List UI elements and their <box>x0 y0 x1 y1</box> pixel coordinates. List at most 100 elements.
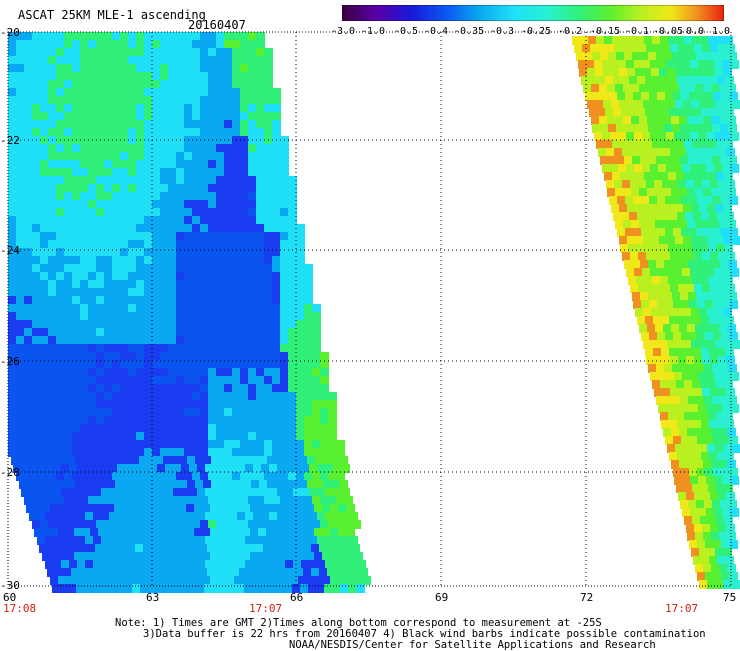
swath-cell <box>120 408 129 417</box>
swath-cell <box>352 520 361 529</box>
swath-cell <box>686 180 695 189</box>
swath-cell <box>64 144 73 153</box>
swath-cell <box>725 420 734 429</box>
swath-cell <box>728 156 737 165</box>
swath-cell <box>192 128 201 137</box>
swath-cell <box>109 512 118 521</box>
swath-cell <box>216 88 225 97</box>
swath-cell <box>112 248 121 257</box>
swath-cell <box>88 144 97 153</box>
swath-cell <box>40 384 49 393</box>
swath-cell <box>208 368 217 377</box>
swath-cell <box>88 232 97 241</box>
swath-cell <box>60 584 69 593</box>
swath-cell <box>680 260 689 269</box>
swath-cell <box>280 520 289 529</box>
swath-cell <box>325 488 334 497</box>
swath-cell <box>128 32 137 41</box>
swath-cell <box>160 496 169 505</box>
swath-cell <box>80 200 89 209</box>
swath-cell <box>104 240 113 249</box>
swath-cell <box>192 328 201 337</box>
swath-cell <box>686 252 695 261</box>
swath-cell <box>32 336 41 345</box>
swath-cell <box>312 328 321 337</box>
swath-cell <box>320 472 329 481</box>
swath-cell <box>223 568 232 577</box>
swath-cell <box>240 48 249 57</box>
swath-cell <box>144 224 153 233</box>
swath-cell <box>682 60 691 69</box>
swath-cell <box>48 296 57 305</box>
swath-cell <box>101 560 110 569</box>
swath-cell <box>657 228 666 237</box>
swath-cell <box>144 232 153 241</box>
swath-cell <box>176 312 185 321</box>
swath-cell <box>176 328 185 337</box>
swath-cell <box>124 584 133 593</box>
swath-cell <box>720 124 729 133</box>
swath-cell <box>133 488 142 497</box>
swath-cell <box>653 348 662 357</box>
swath-cell <box>680 124 689 133</box>
swath-cell <box>710 284 719 293</box>
swath-cell <box>721 468 730 477</box>
swath-cell <box>128 360 137 369</box>
swath-cell <box>192 408 201 417</box>
swath-cell <box>598 148 607 157</box>
swath-cell <box>104 224 113 233</box>
swath-cell <box>653 108 662 117</box>
swath-cell <box>104 96 113 105</box>
swath-cell <box>144 96 153 105</box>
swath-cell <box>256 224 265 233</box>
swath-cell <box>80 472 89 481</box>
swath-cell <box>272 224 281 233</box>
swath-cell <box>718 524 727 533</box>
swath-cell <box>88 112 97 121</box>
swath-cell <box>702 388 711 397</box>
swath-cell <box>144 424 153 433</box>
swath-cell <box>288 472 297 481</box>
swath-cell <box>200 160 209 169</box>
swath-cell <box>312 352 321 361</box>
swath-cell <box>120 208 129 217</box>
swath-cell <box>248 192 257 201</box>
swath-cell <box>208 72 217 81</box>
swath-cell <box>96 248 105 257</box>
swath-cell <box>229 488 238 497</box>
swath-cell <box>168 408 177 417</box>
swath-cell <box>272 280 281 289</box>
swath-cell <box>729 572 738 581</box>
swath-cell <box>90 576 99 585</box>
swath-cell <box>304 416 313 425</box>
swath-cell <box>40 304 49 313</box>
swath-cell <box>48 376 57 385</box>
swath-cell <box>637 212 646 221</box>
swath-cell <box>80 376 89 385</box>
swath-cell <box>705 228 714 237</box>
swath-cell <box>687 188 696 197</box>
swath-cell <box>24 216 33 225</box>
swath-cell <box>200 280 209 289</box>
swath-cell <box>623 188 632 197</box>
swath-cell <box>64 216 73 225</box>
swath-cell <box>64 328 73 337</box>
swath-cell <box>80 256 89 265</box>
swath-cell <box>683 68 692 77</box>
swath-cell <box>40 160 49 169</box>
swath-cell <box>675 236 684 245</box>
swath-cell <box>207 544 216 553</box>
swath-cell <box>72 320 81 329</box>
swath-cell <box>208 376 217 385</box>
swath-cell <box>336 496 345 505</box>
swath-cell <box>109 560 118 569</box>
swath-cell <box>280 232 289 241</box>
swath-cell <box>32 344 41 353</box>
swath-cell <box>722 164 731 173</box>
swath-cell <box>192 472 201 481</box>
swath-cell <box>280 256 289 265</box>
swath-cell <box>271 544 280 553</box>
swath-cell <box>256 64 265 73</box>
swath-cell <box>726 252 735 261</box>
swath-cell <box>288 384 297 393</box>
